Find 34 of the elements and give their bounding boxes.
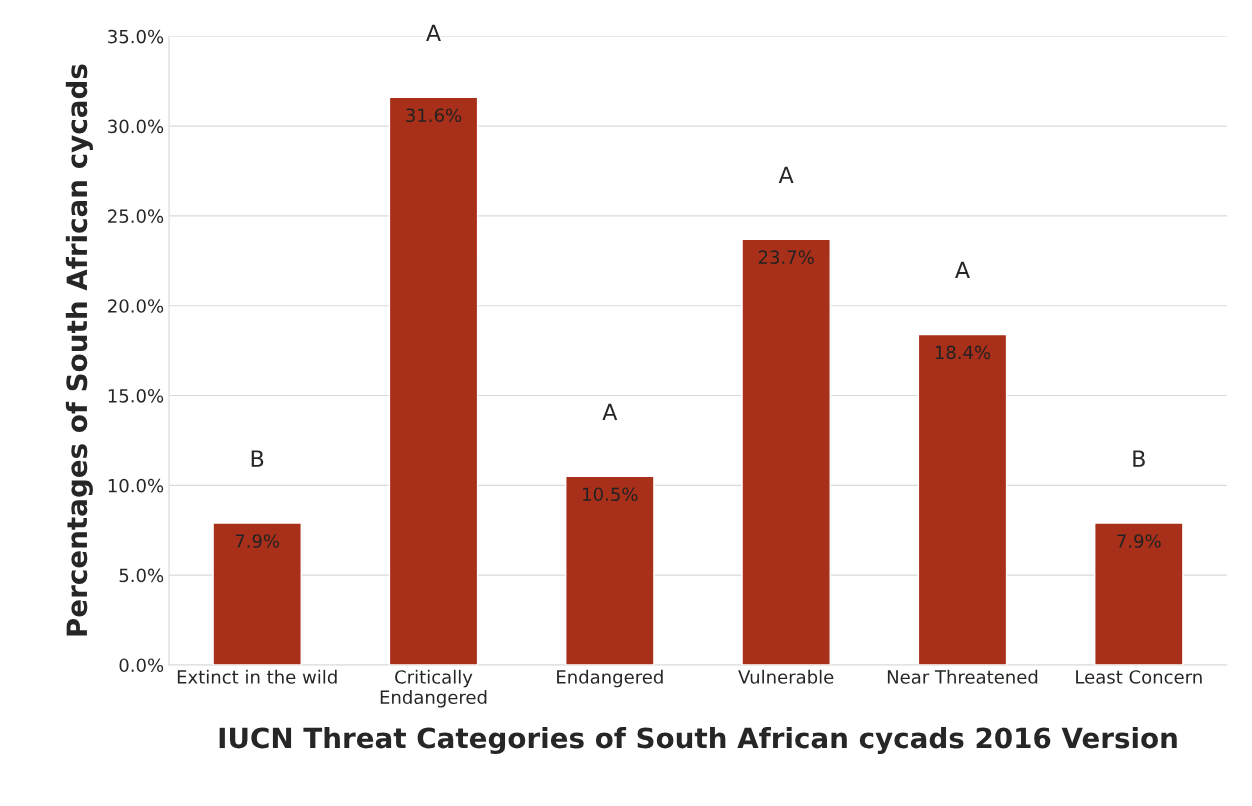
- x-axis-title: IUCN Threat Categories of South African cycads 2016 Version: [219, 726, 1177, 755]
- bar: [388, 96, 479, 665]
- y-tick-label: 25.0%: [108, 209, 164, 224]
- y-tick-label: 30.0%: [108, 119, 164, 134]
- data-label: 18.4%: [935, 345, 991, 360]
- data-label: 23.7%: [758, 250, 814, 264]
- data-label: 7.9%: [1117, 534, 1161, 548]
- bar: [1094, 522, 1184, 665]
- annotation: A: [602, 403, 618, 420]
- annotation: B: [251, 450, 264, 467]
- y-tick-label: 15.0%: [108, 388, 164, 403]
- annotation: B: [1133, 450, 1145, 467]
- bar: [741, 238, 831, 665]
- x-tick-label: Endangered: [557, 669, 663, 688]
- x-tick-label: Vulnerable: [738, 669, 834, 684]
- x-tick-label: Critically Endangered: [380, 669, 487, 708]
- y-tick-label: 10.0%: [108, 478, 164, 493]
- y-tick-label: 5.0%: [119, 568, 164, 583]
- bar: [917, 333, 1008, 665]
- data-label: 7.9%: [235, 534, 280, 548]
- x-tick-label: Extinct in the wild: [177, 669, 337, 684]
- x-tick-label: Near Threatened: [887, 669, 1038, 684]
- y-axis-title: Percentages of South African cycads: [65, 64, 93, 636]
- x-tick-label: Least Concern: [1076, 670, 1202, 684]
- annotation: A: [778, 166, 794, 183]
- y-tick-label: 35.0%: [108, 29, 164, 44]
- y-tick-label: 0.0%: [119, 658, 164, 673]
- annotation: A: [955, 261, 970, 279]
- data-label: 10.5%: [583, 487, 638, 502]
- bar: [565, 475, 655, 665]
- bar: [212, 522, 302, 665]
- y-tick-label: 20.0%: [108, 299, 164, 313]
- annotation: A: [426, 24, 441, 41]
- data-label: 31.6%: [406, 108, 462, 123]
